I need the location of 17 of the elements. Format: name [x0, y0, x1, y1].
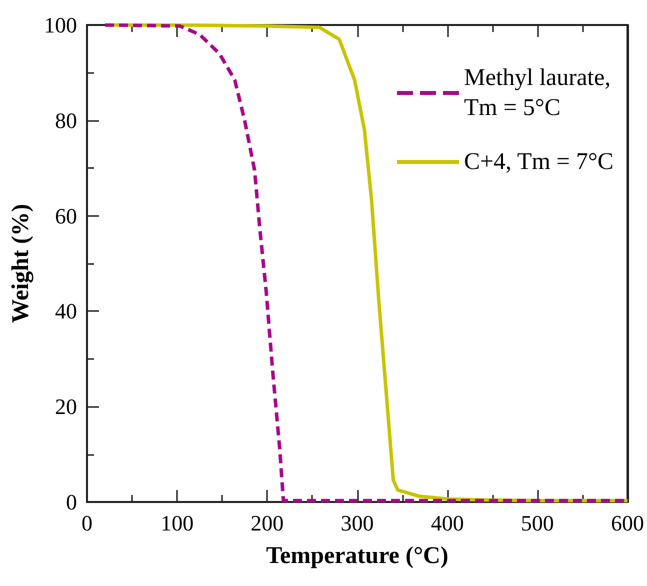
y-tick-label: 40 [55, 298, 77, 324]
y-tick-label: 80 [55, 108, 77, 133]
x-axis-title: Temperature (°C) [266, 543, 448, 569]
x-tick-label: 300 [340, 510, 374, 536]
x-tick-label: 0 [82, 510, 92, 536]
y-tick-label: 100 [44, 12, 77, 38]
x-tick-label: 400 [430, 510, 464, 536]
x-tick-label: 600 [611, 510, 644, 536]
y-tick-label: 20 [55, 394, 77, 420]
x-tick-label: 200 [250, 510, 284, 536]
x-tick-label: 500 [520, 510, 554, 536]
legend-label: Methyl laurate, Tm = 5°C [464, 65, 611, 121]
legend-label: C+4, Tm = 7°C [464, 149, 614, 175]
y-tick-label: 0 [66, 490, 77, 514]
x-tick-label: 100 [160, 510, 194, 536]
y-tick-label: 60 [55, 203, 77, 228]
y-axis-title: Weight (%) [8, 204, 34, 324]
